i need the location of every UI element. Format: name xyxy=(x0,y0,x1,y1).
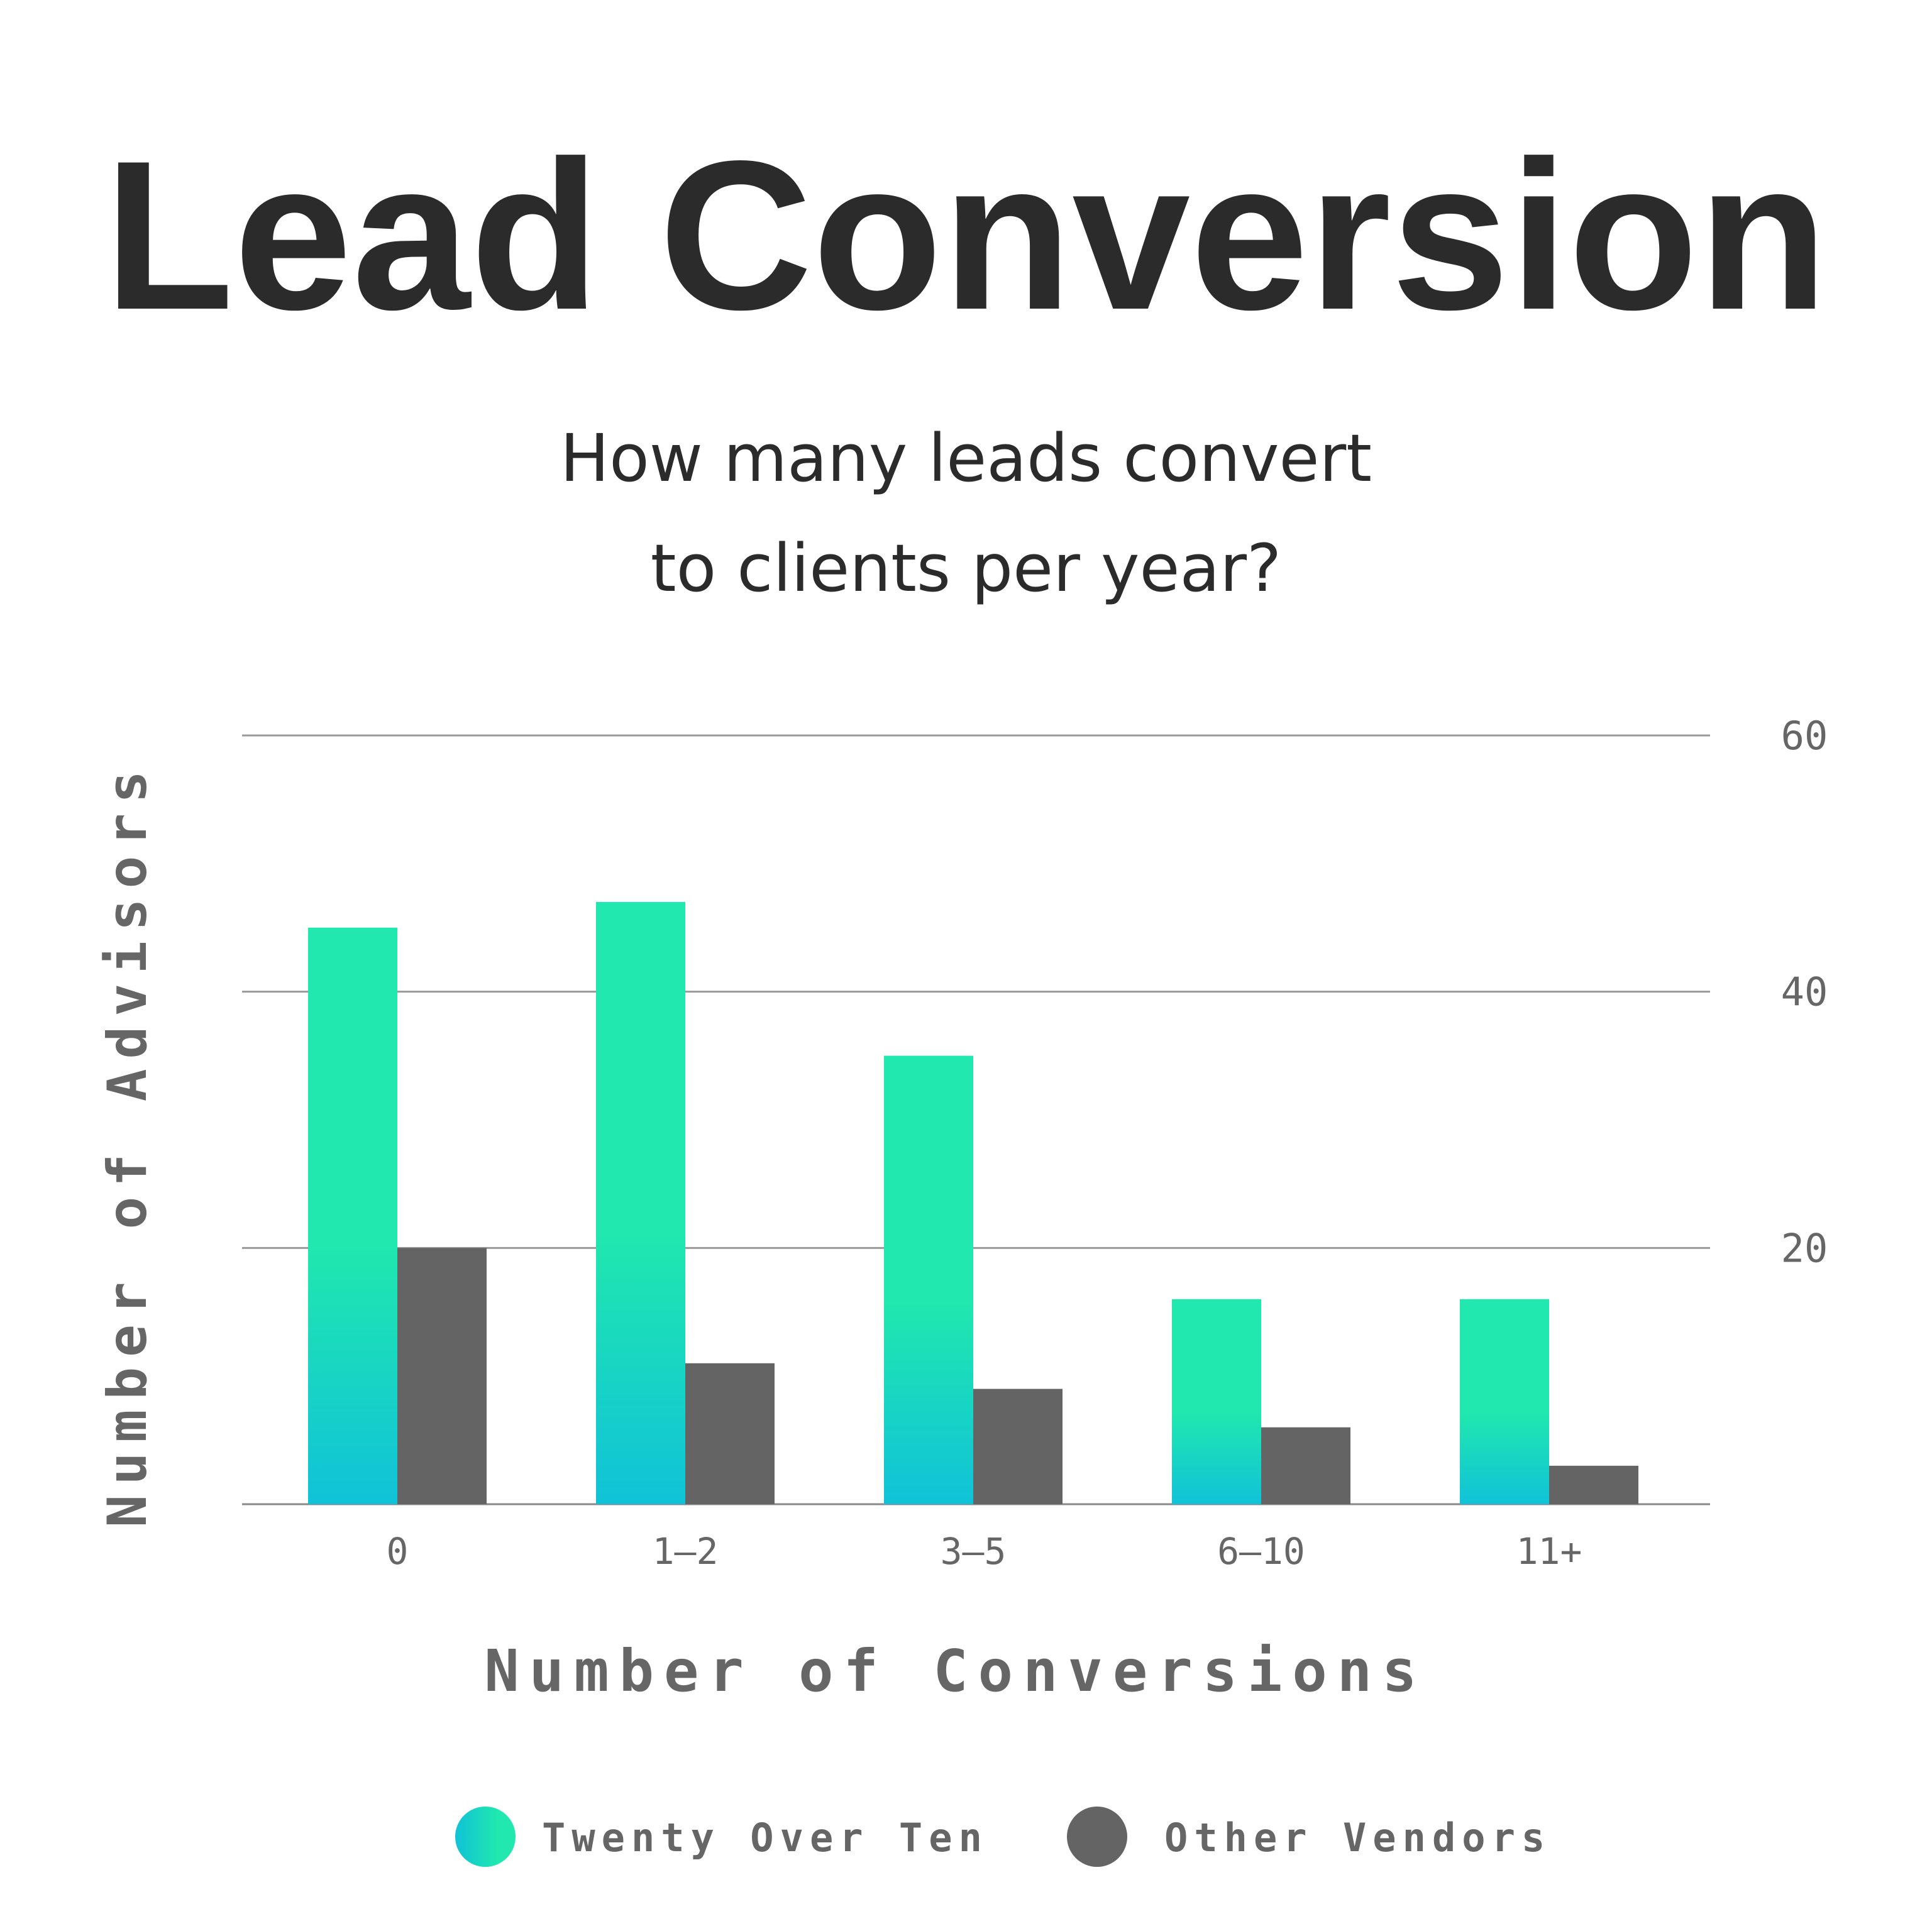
bar-twenty-over-ten xyxy=(1460,1299,1549,1504)
bar-other-vendors xyxy=(397,1248,487,1504)
chart-subtitle-line-1: How many leads convert xyxy=(560,420,1372,497)
bar-twenty-over-ten xyxy=(596,901,685,1504)
bar-other-vendors xyxy=(1549,1465,1638,1504)
x-tick-label: 11+ xyxy=(1516,1530,1582,1573)
legend-swatch-twenty-over-ten xyxy=(455,1807,516,1867)
legend-label-twenty-over-ten: Twenty Over Ten xyxy=(542,1815,988,1861)
chart-title: Lead Conversion xyxy=(104,116,1828,354)
bar-other-vendors xyxy=(685,1363,775,1504)
y-tick-label: 40 xyxy=(1781,969,1828,1015)
y-tick-label: 60 xyxy=(1781,713,1828,759)
bar-twenty-over-ten xyxy=(308,927,397,1504)
bar-twenty-over-ten xyxy=(884,1055,973,1504)
y-axis-label: Number of Advisors xyxy=(96,761,159,1527)
x-tick-label: 6–10 xyxy=(1217,1530,1305,1573)
legend: Twenty Over Ten Other Vendors xyxy=(455,1807,1551,1867)
chart-subtitle-line-2: to clients per year? xyxy=(650,530,1282,607)
x-tick-label: 1–2 xyxy=(653,1530,719,1573)
x-axis-label: Number of Conversions xyxy=(484,1637,1427,1705)
y-tick-label: 20 xyxy=(1781,1225,1828,1271)
bar-other-vendors xyxy=(1261,1427,1350,1504)
x-tick-label: 0 xyxy=(387,1530,409,1573)
x-tick-label: 3–5 xyxy=(941,1530,1007,1573)
bar-twenty-over-ten xyxy=(1172,1299,1261,1504)
legend-label-other-vendors: Other Vendors xyxy=(1164,1815,1551,1861)
bar-other-vendors xyxy=(973,1389,1063,1504)
legend-swatch-other-vendors xyxy=(1067,1807,1127,1867)
